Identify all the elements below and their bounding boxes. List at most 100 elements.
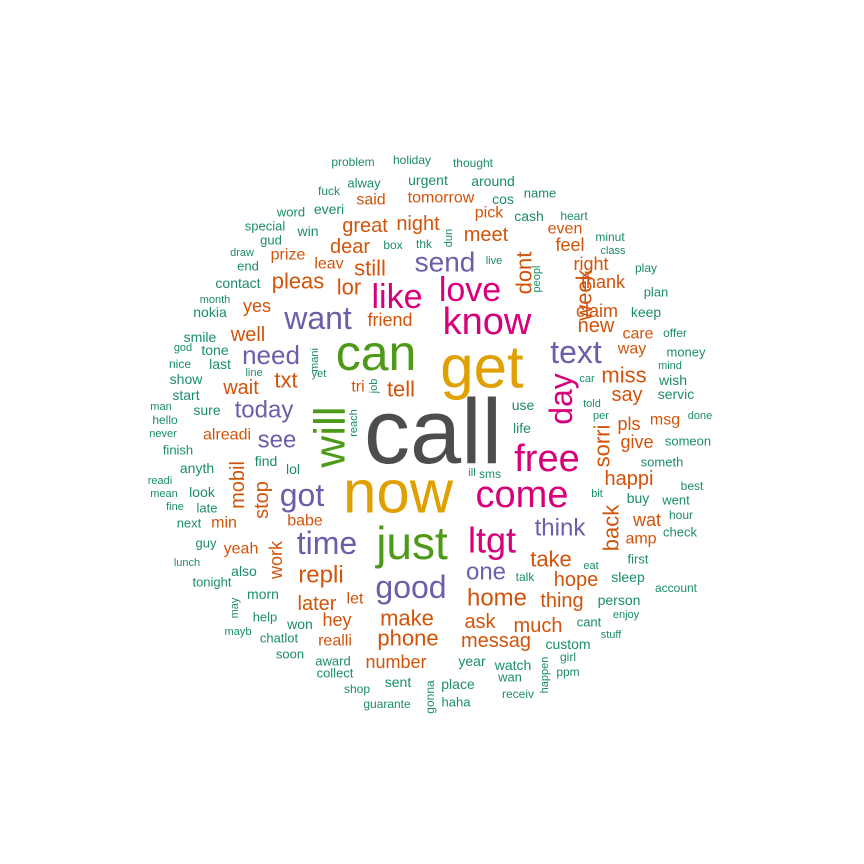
word-stop: stop xyxy=(251,481,273,519)
word-urgent: urgent xyxy=(408,172,448,188)
word-mani: mani xyxy=(309,348,321,372)
word-thing: thing xyxy=(540,590,583,612)
word-ill: ill xyxy=(468,467,475,479)
word-tomorrow: tomorrow xyxy=(408,190,475,207)
word-gonna: gonna xyxy=(423,680,437,714)
word-last: last xyxy=(209,356,231,372)
word-guarante: guarante xyxy=(363,697,411,711)
word-tri: tri xyxy=(351,379,364,396)
word-best: best xyxy=(681,479,704,493)
word-told: told xyxy=(583,398,601,410)
word-wish: wish xyxy=(658,372,687,388)
word-heart: heart xyxy=(560,209,588,223)
word-box: box xyxy=(383,238,402,252)
word-min: min xyxy=(211,515,237,532)
word-send: send xyxy=(415,247,476,278)
word-make: make xyxy=(380,606,434,631)
word-cash: cash xyxy=(514,208,544,224)
word-yes: yes xyxy=(243,296,271,316)
word-phone: phone xyxy=(377,626,438,651)
word-pick: pick xyxy=(475,205,504,222)
word-plan: plan xyxy=(644,285,669,300)
word-someth: someth xyxy=(641,455,684,470)
word-name: name xyxy=(524,186,557,201)
word-happen: happen xyxy=(539,657,551,694)
word-lol: lol xyxy=(286,461,300,477)
word-mobil: mobil xyxy=(227,461,249,509)
word-babe: babe xyxy=(287,513,323,530)
word-care: care xyxy=(622,326,653,343)
word-minut: minut xyxy=(595,230,625,244)
word-girl: girl xyxy=(560,650,576,664)
word-claim: claim xyxy=(576,301,618,321)
word-nice: nice xyxy=(169,357,191,371)
word-dear: dear xyxy=(330,236,370,258)
word-lunch: lunch xyxy=(174,557,200,569)
word-come: come xyxy=(476,474,569,516)
word-peopl: peopl xyxy=(531,266,543,293)
word-offer: offer xyxy=(663,326,687,340)
word-friend: friend xyxy=(367,310,412,330)
word-never: never xyxy=(149,428,177,440)
word-back: back xyxy=(599,504,624,551)
word-great: great xyxy=(342,215,388,237)
word-enjoy: enjoy xyxy=(613,609,640,621)
word-wait: wait xyxy=(222,377,259,399)
word-soon: soon xyxy=(276,647,304,662)
word-per: per xyxy=(593,410,609,422)
word-smile: smile xyxy=(184,329,217,345)
word-see: see xyxy=(258,427,297,454)
word-meet: meet xyxy=(464,224,509,246)
word-pls: pls xyxy=(617,414,640,434)
word-ask: ask xyxy=(464,611,496,633)
word-know: know xyxy=(443,301,532,343)
word-car: car xyxy=(579,373,595,385)
word-need: need xyxy=(242,340,300,370)
word-just: just xyxy=(374,517,448,569)
word-shop: shop xyxy=(344,682,370,696)
word-stuff: stuff xyxy=(601,629,623,641)
word-word: word xyxy=(276,205,305,220)
word-one: one xyxy=(466,559,506,586)
word-man: man xyxy=(150,401,171,413)
word-receiv: receiv xyxy=(502,687,534,701)
word-tonight: tonight xyxy=(192,575,231,590)
word-say: say xyxy=(611,384,642,406)
word-later: later xyxy=(298,593,337,615)
word-custom: custom xyxy=(545,636,590,652)
word-home: home xyxy=(467,585,527,612)
word-way: way xyxy=(617,341,646,358)
word-thank: thank xyxy=(581,272,626,292)
word-ltgt: ltgt xyxy=(468,520,516,561)
word-draw: draw xyxy=(230,247,254,259)
word-work: work xyxy=(266,540,286,580)
word-anyth: anyth xyxy=(180,460,214,476)
word-sure: sure xyxy=(193,402,220,418)
word-will: will xyxy=(306,406,355,468)
word-line: line xyxy=(245,367,262,379)
word-dun: dun xyxy=(443,229,455,247)
word-pleas: pleas xyxy=(272,269,325,294)
word-end: end xyxy=(237,259,259,274)
word-god: god xyxy=(174,342,192,354)
word-also: also xyxy=(231,563,257,579)
word-got: got xyxy=(280,477,325,513)
word-mean: mean xyxy=(150,488,178,500)
word-morn: morn xyxy=(247,586,279,602)
word-class: class xyxy=(600,245,626,257)
word-look: look xyxy=(189,484,216,500)
word-job: job xyxy=(368,379,380,395)
word-collect: collect xyxy=(317,666,354,681)
word-holiday: holiday xyxy=(393,153,431,167)
word-may: may xyxy=(229,597,241,618)
word-sorri: sorri xyxy=(590,425,615,468)
word-money: money xyxy=(666,345,706,360)
word-new: new xyxy=(578,315,615,337)
word-cos: cos xyxy=(492,191,514,207)
word-like: like xyxy=(371,278,422,316)
word-mayb: mayb xyxy=(225,626,252,638)
word-everi: everi xyxy=(314,201,344,217)
word-win: win xyxy=(296,223,318,239)
word-month: month xyxy=(200,294,231,306)
word-still: still xyxy=(354,256,386,281)
